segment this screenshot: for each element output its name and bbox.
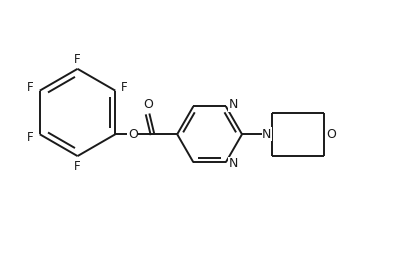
- Text: F: F: [27, 81, 34, 94]
- Text: N: N: [262, 128, 272, 141]
- Text: F: F: [74, 53, 81, 66]
- Text: F: F: [27, 131, 34, 144]
- Text: F: F: [74, 160, 81, 172]
- Text: O: O: [143, 98, 152, 111]
- Text: N: N: [228, 98, 238, 111]
- Text: F: F: [121, 81, 128, 94]
- Text: O: O: [326, 128, 336, 141]
- Text: N: N: [228, 157, 238, 170]
- Text: O: O: [128, 128, 138, 141]
